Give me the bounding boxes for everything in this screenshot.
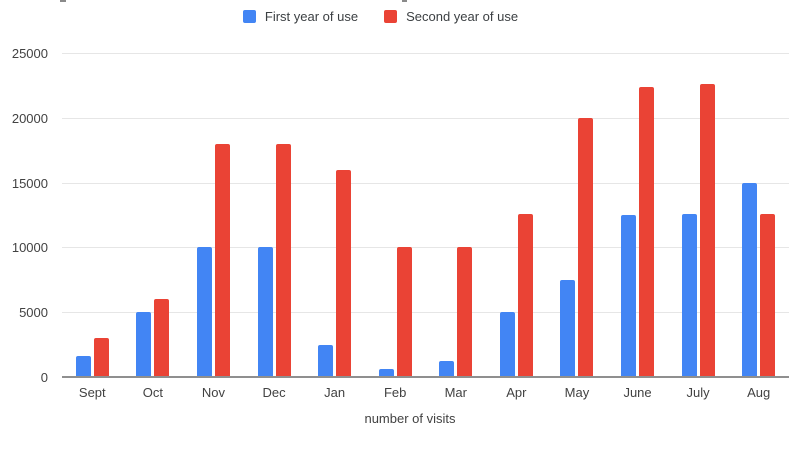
bar-mar-first-year-of-use[interactable] [439, 361, 455, 377]
bar-group-jan [304, 53, 365, 377]
bar-group-may [547, 53, 608, 377]
bar-may-first-year-of-use[interactable] [560, 279, 576, 377]
bar-apr-first-year-of-use[interactable] [499, 312, 515, 377]
bar-dec-first-year-of-use[interactable] [257, 247, 273, 377]
x-tick-label-aug: Aug [747, 385, 771, 400]
bar-group-feb [365, 53, 426, 377]
legend-swatch-second-year-icon [384, 10, 398, 23]
x-axis-line [62, 376, 789, 378]
x-tick-label-mar: Mar [444, 385, 467, 400]
y-axis-labels: 0 5000 10000 15000 20000 25000 [0, 0, 48, 450]
bar-july-first-year-of-use[interactable] [681, 213, 697, 377]
bar-group-june [607, 53, 668, 377]
legend-item-first-year[interactable]: First year of use [242, 9, 359, 24]
y-tick-label-25000: 25000 [11, 46, 48, 61]
bar-dec-second-year-of-use[interactable] [275, 143, 291, 377]
x-tick-label-july: July [686, 385, 710, 400]
legend-label-second-year: Second year of use [406, 9, 519, 24]
y-tick-label-0: 0 [40, 370, 48, 385]
bar-group-nov [183, 53, 244, 377]
gridline-20000 [62, 117, 789, 119]
bar-mar-second-year-of-use[interactable] [457, 247, 473, 377]
legend-label-first-year: First year of use [264, 9, 359, 24]
gridline-10000 [62, 247, 789, 249]
bar-group-oct [123, 53, 184, 377]
chart-legend: First year of use Second year of use [0, 9, 761, 24]
gridline-15000 [62, 182, 789, 184]
bar-jan-first-year-of-use[interactable] [318, 344, 334, 377]
y-tick-label-10000: 10000 [11, 240, 48, 256]
bar-july-second-year-of-use[interactable] [699, 84, 715, 377]
bar-june-second-year-of-use[interactable] [639, 86, 655, 377]
x-tick-label-feb: Feb [383, 385, 407, 400]
x-tick-label-sept: Sept [78, 385, 106, 400]
plot-area: Sept Oct Nov Dec Jan Feb Mar Apr May June July Aug [62, 53, 789, 400]
gridline-25000 [62, 53, 789, 54]
bar-feb-first-year-of-use[interactable] [378, 369, 394, 377]
y-tick-label-5000: 5000 [19, 305, 48, 321]
bar-aug-second-year-of-use[interactable] [760, 213, 776, 377]
bar-feb-second-year-of-use[interactable] [396, 247, 412, 377]
bar-apr-second-year-of-use[interactable] [517, 213, 533, 377]
x-tick-label-jan: Jan [324, 385, 346, 400]
cropped-title-fragment [60, 0, 66, 2]
x-tick-label-oct: Oct [142, 385, 163, 400]
bar-jan-second-year-of-use[interactable] [336, 169, 352, 377]
legend-item-second-year[interactable]: Second year of use [384, 9, 518, 24]
x-tick-label-apr: Apr [506, 385, 527, 400]
bar-nov-first-year-of-use[interactable] [196, 247, 212, 377]
bar-sept-first-year-of-use[interactable] [75, 356, 91, 377]
bar-group-apr [486, 53, 547, 377]
legend-swatch-first-year-icon [242, 10, 256, 23]
bar-nov-second-year-of-use[interactable] [214, 143, 230, 377]
x-axis-title: number of visits [364, 411, 456, 426]
bar-oct-first-year-of-use[interactable] [136, 312, 152, 377]
x-tick-label-june: June [623, 385, 652, 400]
bar-sept-second-year-of-use[interactable] [93, 338, 109, 377]
x-tick-label-nov: Nov [201, 385, 225, 400]
bar-group-sept [62, 53, 123, 377]
bar-june-first-year-of-use[interactable] [621, 215, 637, 377]
y-tick-label-20000: 20000 [11, 110, 48, 126]
gridline-5000 [62, 312, 789, 314]
cropped-title-fragment [402, 0, 407, 2]
bar-group-july [668, 53, 729, 377]
y-tick-label-15000: 15000 [11, 175, 48, 191]
bar-aug-first-year-of-use[interactable] [742, 182, 758, 377]
bar-group-mar [426, 53, 487, 377]
x-tick-label-dec: Dec [262, 385, 286, 400]
bar-oct-second-year-of-use[interactable] [154, 299, 170, 377]
bar-group-dec [244, 53, 305, 377]
x-tick-label-may: May [564, 385, 590, 400]
bar-group-aug [728, 53, 789, 377]
bar-may-second-year-of-use[interactable] [578, 117, 594, 377]
